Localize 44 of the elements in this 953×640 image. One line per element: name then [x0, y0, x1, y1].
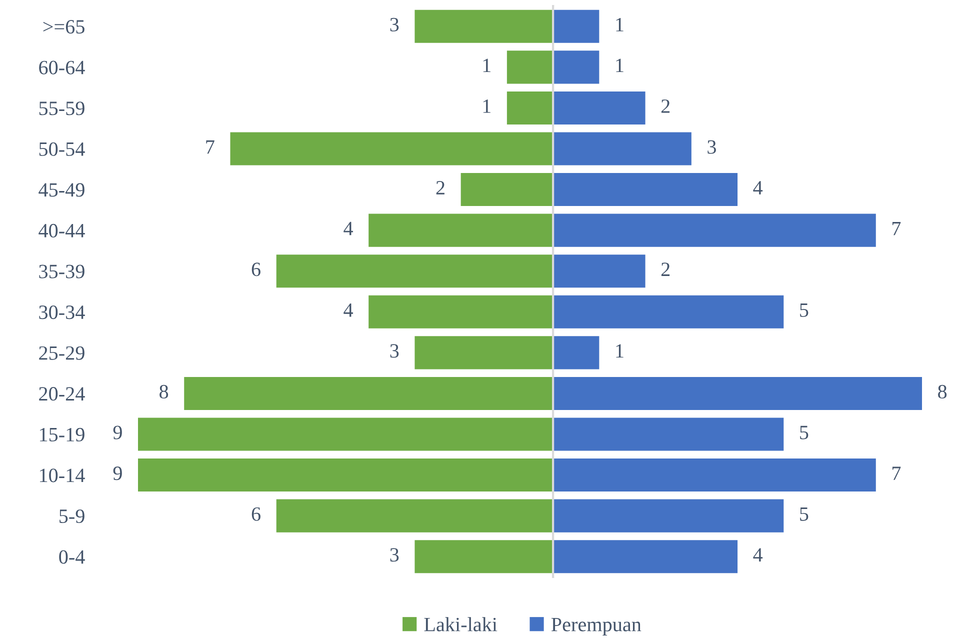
data-label: 8 [938, 384, 947, 399]
data-label: 7 [892, 466, 901, 480]
y-tick-label: 55-59 [39, 102, 84, 116]
data-label: 7 [206, 140, 214, 154]
data-label: 1 [483, 58, 490, 72]
data-label: 2 [661, 262, 670, 276]
data-label: 4 [344, 303, 353, 317]
data-label: 1 [616, 18, 624, 32]
y-tick-label: >=65 [43, 20, 84, 34]
data-label: 1 [483, 100, 490, 113]
data-label: 9 [113, 466, 122, 480]
data-label: 5 [800, 304, 808, 317]
y-tick-label: 30-34 [39, 305, 85, 320]
y-tick-label: 35-39 [39, 264, 84, 278]
data-label: 1 [616, 58, 624, 72]
data-label: 4 [344, 222, 353, 236]
y-tick-label: 5-9 [60, 509, 84, 524]
data-label: 6 [252, 507, 260, 521]
data-label: 4 [753, 548, 763, 562]
data-label: 1 [616, 344, 624, 358]
y-tick-label: 25-29 [39, 346, 84, 360]
data-label: 6 [252, 262, 260, 276]
y-tick-label: 50-54 [39, 142, 85, 156]
data-label: 8 [160, 384, 168, 399]
y-tick-label: 10-14 [40, 468, 85, 482]
data-label: 2 [436, 181, 444, 194]
data-label: 3 [390, 18, 399, 32]
y-tick-label: 15-19 [40, 428, 84, 442]
data-label: 4 [753, 181, 763, 194]
data-label: 3 [390, 548, 399, 562]
data-label: 7 [892, 222, 901, 236]
legend-label: Perempuan [551, 618, 642, 636]
data-label: 9 [113, 426, 122, 440]
y-tick-label: 0-4 [59, 550, 85, 564]
data-label: 3 [390, 344, 399, 358]
data-label: 5 [800, 426, 808, 440]
y-tick-label: 20-24 [39, 387, 85, 401]
y-tick-label: 60-64 [39, 60, 85, 74]
y-tick-label: 45-49 [38, 183, 84, 197]
data-label: 2 [661, 99, 670, 113]
data-label: 5 [800, 507, 808, 521]
legend-label: Laki-laki [424, 617, 498, 632]
y-tick-label: 40-44 [38, 224, 85, 238]
data-label: 3 [708, 140, 716, 154]
